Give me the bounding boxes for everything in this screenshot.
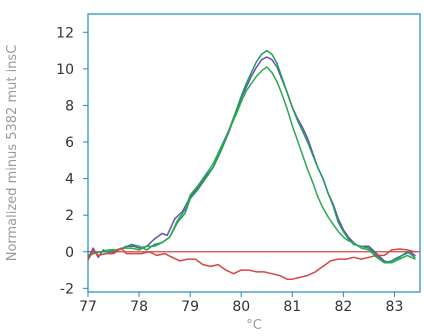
x-tick-label: 79 (181, 299, 199, 315)
x-tick-label: 77 (79, 299, 97, 315)
y-axis-title: Normalized minus 5382 mut insC (5, 45, 20, 262)
y-tick-label: 8 (65, 98, 74, 114)
y-tick-label: 0 (65, 245, 74, 261)
y-axis: -2 0 2 4 6 8 10 12 (56, 25, 88, 297)
series-line-1 (88, 56, 416, 264)
y-tick-label: 2 (65, 208, 74, 224)
y-tick-label: 10 (56, 62, 74, 78)
plot-frame (87, 13, 421, 293)
y-tick-label: 12 (56, 25, 74, 41)
y-tick-label: -2 (60, 281, 74, 297)
x-tick-label: 82 (334, 299, 352, 315)
y-tick-label: 6 (65, 135, 74, 151)
x-tick-label: 80 (232, 299, 250, 315)
x-axis: 77 78 79 80 81 82 83 (79, 292, 403, 315)
x-tick-label: 83 (386, 299, 404, 315)
series-line-3 (88, 66, 416, 264)
x-axis-title: °C (246, 318, 262, 333)
series-layer (88, 49, 420, 280)
y-tick-label: 4 (65, 172, 74, 188)
series-line-4 (88, 247, 416, 280)
series-line-2 (88, 49, 416, 264)
x-tick-label: 81 (283, 299, 301, 315)
x-tick-label: 78 (130, 299, 148, 315)
